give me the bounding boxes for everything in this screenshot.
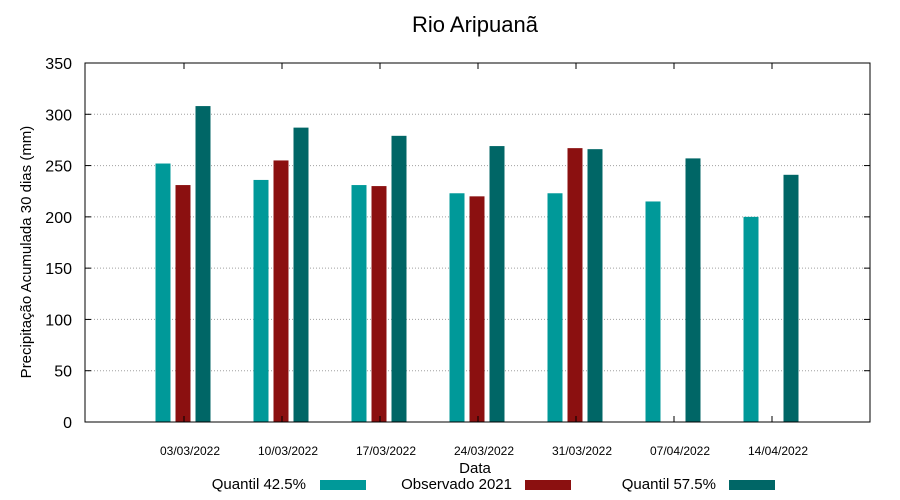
bar-0-5 [645, 201, 661, 422]
bar-2-6 [783, 174, 799, 422]
legend-label: Quantil 57.5% [622, 476, 716, 493]
y-tick-label: 200 [45, 210, 72, 227]
bar-1-4 [567, 148, 583, 423]
y-tick-label: 300 [45, 107, 72, 124]
bar-1-3 [469, 196, 485, 422]
legend: Quantil 42.5% Observado 2021 Quantil 57.5% [212, 476, 775, 493]
y-axis-label: Precipitação Acumulada 30 dias (mm) [18, 126, 35, 379]
y-axis-ticks: 0 50 100 150 200 250 300 350 [45, 56, 870, 432]
x-axis-label: Data [459, 460, 491, 477]
y-tick-label: 350 [45, 56, 72, 73]
x-tick-label: 14/04/2022 [748, 444, 808, 458]
chart-title: Rio Aripuanã [412, 12, 539, 37]
bar-0-1 [253, 179, 269, 422]
bar-0-3 [449, 193, 465, 422]
y-tick-label: 0 [63, 415, 72, 432]
legend-label: Observado 2021 [401, 476, 512, 493]
x-axis-ticks: 03/03/2022 10/03/2022 17/03/2022 24/03/2022… [160, 63, 808, 458]
y-tick-label: 150 [45, 261, 72, 278]
x-tick-label: 31/03/2022 [552, 444, 612, 458]
bar-1-2 [371, 186, 387, 422]
bar-1-0 [175, 185, 191, 422]
legend-swatch [729, 480, 775, 490]
x-tick-label: 17/03/2022 [356, 444, 416, 458]
x-tick-label: 24/03/2022 [454, 444, 514, 458]
x-tick-label: 07/04/2022 [650, 444, 710, 458]
y-tick-label: 50 [54, 364, 72, 381]
bars [155, 106, 799, 423]
bar-0-2 [351, 185, 367, 422]
bar-2-4 [587, 149, 603, 422]
bar-0-0 [155, 163, 171, 422]
bar-2-1 [293, 127, 309, 423]
x-tick-label: 10/03/2022 [258, 444, 318, 458]
legend-label: Quantil 42.5% [212, 476, 306, 493]
bar-2-2 [391, 135, 407, 422]
bar-2-3 [489, 146, 505, 422]
grid-lines [85, 113, 870, 372]
legend-swatch [525, 480, 571, 490]
bar-0-6 [743, 216, 759, 422]
y-tick-label: 100 [45, 312, 72, 329]
legend-swatch [320, 480, 366, 490]
bar-0-4 [547, 193, 563, 422]
bar-1-1 [273, 160, 289, 422]
y-tick-label: 250 [45, 159, 72, 176]
bar-2-0 [195, 106, 211, 422]
bar-2-5 [685, 158, 701, 423]
x-tick-label: 03/03/2022 [160, 444, 220, 458]
